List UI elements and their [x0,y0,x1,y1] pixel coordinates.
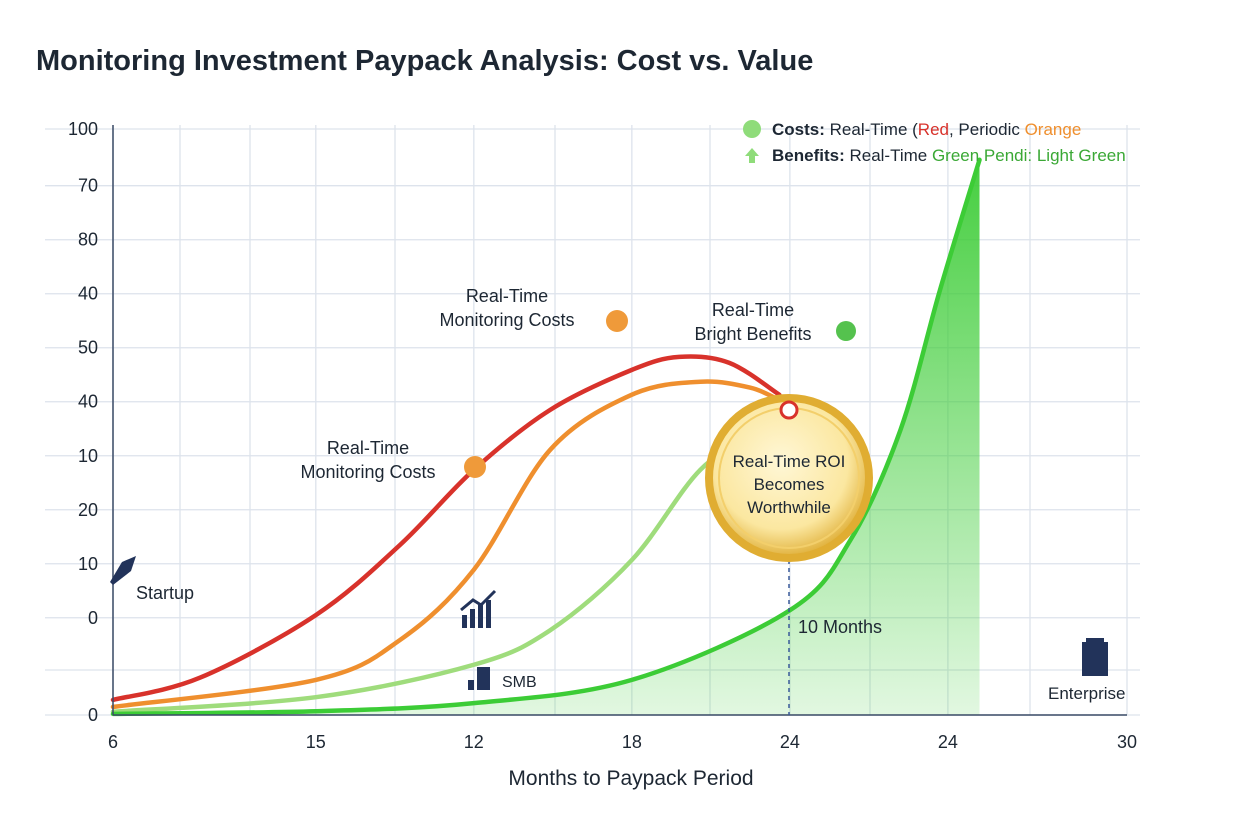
legend: Costs: Real-Time (Red, Periodic Orange Be… [772,120,1126,165]
y-tick-label: 100 [68,119,98,139]
y-tick-label: 0 [88,705,98,725]
legend-cost-icon [743,120,761,138]
series-line [110,354,782,703]
annotation: Real-Time [466,286,548,306]
y-tick-label: 70 [78,176,98,196]
y-tick-label: 80 [78,230,98,250]
benefit-icon [836,321,856,341]
series-line [110,157,982,717]
annotation: 10 Months [798,617,882,637]
legend-benefit-icon [745,148,759,163]
cost-icon [606,310,628,332]
annotation: Becomes [754,475,825,494]
annotation: Monitoring Costs [300,462,435,482]
x-tick-label: 6 [108,732,118,752]
cost-icon [464,456,486,478]
x-tick-label: 12 [464,732,484,752]
growth-icon [460,589,497,628]
legend-text: Costs: [772,120,825,139]
y-tick-label: 20 [78,500,98,520]
legend-text: Red [918,120,949,139]
annotation: Real-Time ROI [733,452,846,471]
smb-icon [468,667,490,690]
annotation: Bright Benefits [694,324,811,344]
y-tick-label: 50 [78,338,98,358]
y-tick-label: 10 [78,554,98,574]
y-tick-label: 40 [78,284,98,304]
y-tick-label: 40 [78,392,98,412]
annotation: Real-Time [712,300,794,320]
legend-text: Green Pendi: Light Green [932,146,1126,165]
x-tick-label: 18 [622,732,642,752]
building-icon [1082,638,1108,676]
series-line [110,379,782,710]
y-tick-label: 0 [88,608,98,628]
legend-text: Real-Time ( [825,120,918,139]
legend-entry: Costs: Real-Time (Red, Periodic Orange [772,120,1081,139]
legend-text: , Periodic [949,120,1025,139]
y-tick-label: 10 [78,446,98,466]
x-tick-label: 15 [306,732,326,752]
annotation: Worthwhile [747,498,831,517]
icons [110,120,1108,690]
legend-entry: Benefits: Real-Time Green Pendi: Light G… [772,146,1126,165]
legend-text: Real-Time [845,146,932,165]
x-tick-label: 30 [1117,732,1137,752]
rocket-icon [110,556,136,585]
annotation: SMB [502,674,537,691]
annotation: Enterprise [1048,684,1125,703]
roi-badge [705,394,873,562]
x-tick-label: 24 [780,732,800,752]
annotation: Real-Time [327,438,409,458]
annotation: Startup [136,583,194,603]
legend-text: Orange [1025,120,1082,139]
legend-text: Benefits: [772,146,845,165]
crossover-point [779,400,799,420]
annotation: Monitoring Costs [439,310,574,330]
annotations: Real-Time Monitoring Costs Real-Time Monito… [136,286,1125,703]
benefit-area [113,159,980,715]
x-tick-label: 24 [938,732,958,752]
x-axis-label: Months to Paypack Period [508,767,753,790]
chart-title: Monitoring Investment Paypack Analysis: … [36,45,813,77]
